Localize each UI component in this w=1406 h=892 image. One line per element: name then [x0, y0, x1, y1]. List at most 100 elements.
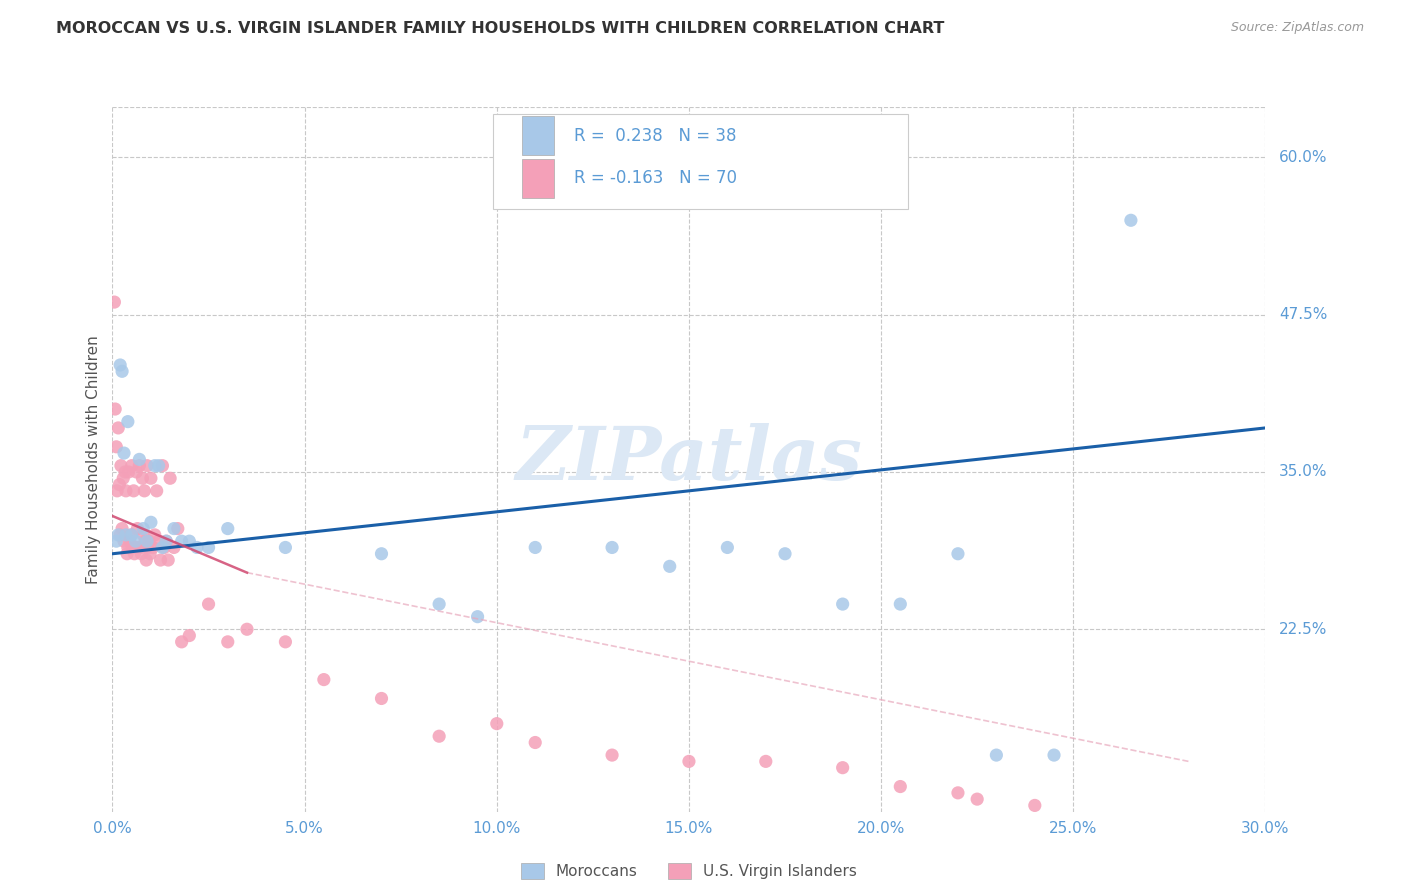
Point: [129, 541, 152, 555]
Point: [105, 534, 128, 549]
Point: [139, 547, 162, 561]
Point: [142, 541, 165, 555]
Point: [370, 691, 392, 706]
Point: [108, 477, 131, 491]
Point: [128, 458, 150, 473]
Point: [115, 528, 138, 542]
Point: [1043, 748, 1066, 763]
Point: [600, 541, 623, 555]
Point: [136, 534, 159, 549]
Point: [773, 547, 796, 561]
Point: [136, 458, 159, 473]
Text: MOROCCAN VS U.S. VIRGIN ISLANDER FAMILY HOUSEHOLDS WITH CHILDREN CORRELATION CHA: MOROCCAN VS U.S. VIRGIN ISLANDER FAMILY …: [56, 21, 945, 36]
Point: [467, 609, 489, 624]
Point: [143, 528, 166, 542]
Text: 22.5%: 22.5%: [1279, 622, 1327, 637]
Point: [179, 628, 201, 642]
Point: [600, 748, 623, 763]
Point: [889, 780, 911, 794]
Point: [112, 471, 135, 485]
Point: [163, 541, 186, 555]
Point: [716, 541, 738, 555]
Point: [127, 522, 149, 536]
Point: [128, 452, 150, 467]
Point: [217, 522, 239, 536]
Point: [170, 534, 193, 549]
Point: [121, 541, 143, 555]
Point: [124, 547, 146, 561]
Point: [157, 553, 180, 567]
Point: [124, 541, 146, 555]
Point: [152, 541, 174, 555]
Point: [124, 534, 146, 549]
Point: [117, 415, 139, 429]
Text: 60.0%: 60.0%: [1279, 150, 1327, 165]
FancyBboxPatch shape: [522, 159, 554, 198]
Point: [112, 446, 135, 460]
Point: [125, 465, 148, 479]
Point: [134, 483, 156, 498]
Point: [121, 528, 143, 542]
Point: [159, 471, 181, 485]
FancyBboxPatch shape: [494, 114, 908, 210]
Point: [148, 534, 170, 549]
Point: [145, 483, 167, 498]
Point: [274, 635, 297, 649]
Point: [312, 673, 335, 687]
Point: [370, 547, 392, 561]
Point: [236, 622, 259, 636]
Point: [186, 541, 208, 555]
Point: [197, 597, 219, 611]
Point: [128, 541, 150, 555]
Point: [152, 458, 174, 473]
Text: R =  0.238   N = 38: R = 0.238 N = 38: [574, 127, 737, 145]
Point: [524, 735, 547, 749]
Point: [755, 755, 778, 769]
Point: [122, 483, 145, 498]
Point: [115, 547, 138, 561]
Point: [155, 534, 177, 549]
Text: Source: ZipAtlas.com: Source: ZipAtlas.com: [1230, 21, 1364, 34]
Point: [110, 458, 132, 473]
Point: [831, 761, 853, 775]
Text: R = -0.163   N = 70: R = -0.163 N = 70: [574, 169, 737, 187]
Point: [107, 528, 129, 542]
Point: [107, 421, 129, 435]
Point: [136, 541, 159, 555]
Point: [427, 597, 450, 611]
Point: [179, 534, 201, 549]
Point: [134, 534, 156, 549]
Point: [946, 547, 969, 561]
Point: [946, 786, 969, 800]
Point: [114, 465, 136, 479]
Point: [485, 716, 508, 731]
Point: [117, 541, 139, 555]
Point: [132, 528, 155, 542]
Point: [138, 534, 160, 549]
Point: [153, 541, 176, 555]
Point: [658, 559, 681, 574]
Text: 47.5%: 47.5%: [1279, 307, 1327, 322]
Point: [139, 471, 162, 485]
Point: [1024, 798, 1046, 813]
Point: [143, 458, 166, 473]
Point: [678, 755, 700, 769]
Point: [170, 635, 193, 649]
Point: [135, 553, 157, 567]
Point: [274, 541, 297, 555]
Point: [111, 364, 134, 378]
Y-axis label: Family Households with Children: Family Households with Children: [86, 335, 101, 583]
Point: [120, 528, 142, 542]
Point: [129, 547, 153, 561]
FancyBboxPatch shape: [522, 116, 554, 155]
Point: [217, 635, 239, 649]
Point: [131, 471, 153, 485]
Point: [831, 597, 853, 611]
Point: [108, 528, 131, 542]
Point: [111, 522, 134, 536]
Point: [163, 522, 186, 536]
Point: [986, 748, 1008, 763]
Point: [105, 483, 128, 498]
Point: [966, 792, 988, 806]
Text: ZIPatlas: ZIPatlas: [516, 423, 862, 496]
